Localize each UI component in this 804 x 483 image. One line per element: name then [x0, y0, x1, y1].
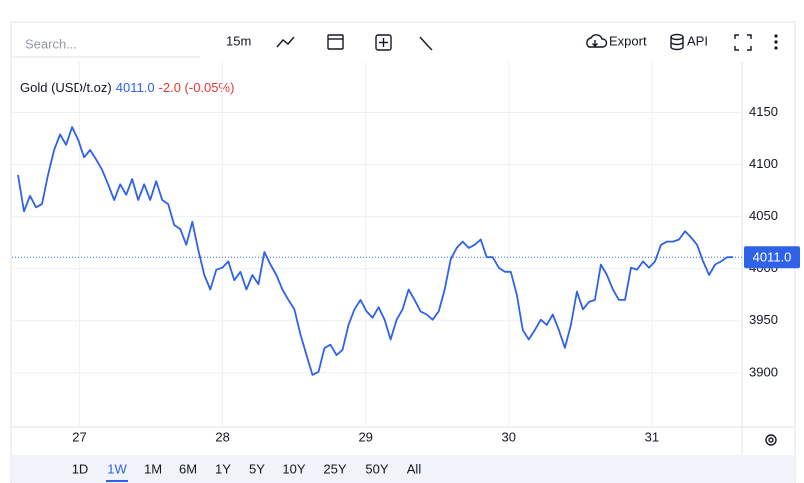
- range-button[interactable]: 1M: [144, 461, 162, 476]
- export-button[interactable]: Export: [609, 33, 647, 48]
- legend-change: -2.0 (-0.05%): [159, 80, 235, 95]
- fullscreen-icon[interactable]: [734, 34, 752, 51]
- price-line: [17, 126, 734, 376]
- x-tick-label: 27: [72, 429, 86, 444]
- export-icon[interactable]: [586, 34, 608, 48]
- settings-icon[interactable]: [765, 434, 777, 446]
- last-price-label: 4011.0: [753, 250, 792, 265]
- range-button[interactable]: 1Y: [215, 461, 231, 476]
- tools-icon[interactable]: [419, 36, 433, 51]
- interval-button[interactable]: 15m: [226, 33, 251, 48]
- x-tick-label: 29: [358, 429, 372, 444]
- legend-name: Gold (USD/t.oz) 4011.0 -2.0 (-0.05%): [20, 80, 234, 95]
- add-icon[interactable]: [375, 34, 392, 51]
- search-input[interactable]: Search...: [25, 36, 77, 51]
- y-tick-label: 3950: [749, 312, 778, 327]
- last-price-box: [744, 246, 800, 269]
- api-button[interactable]: API: [687, 33, 708, 48]
- legend-price: 4011.0: [116, 80, 155, 95]
- y-tick-label: 4150: [749, 104, 778, 119]
- range-button[interactable]: All: [407, 461, 422, 476]
- x-tick-label: 31: [645, 429, 659, 444]
- range-button[interactable]: 6M: [179, 461, 197, 476]
- y-tick-label: 3900: [749, 364, 778, 379]
- range-button[interactable]: 1D: [72, 461, 89, 476]
- x-tick-label: 30: [502, 429, 516, 444]
- api-icon[interactable]: [670, 33, 684, 51]
- range-button[interactable]: 1W: [107, 461, 127, 476]
- range-button[interactable]: 25Y: [323, 461, 346, 476]
- y-tick-label: 4050: [749, 208, 778, 223]
- frame: [10, 21, 796, 483]
- menu-icon[interactable]: [774, 34, 778, 50]
- calendar-icon[interactable]: [327, 34, 344, 50]
- x-tick-label: 28: [215, 429, 229, 444]
- chart-type-icon[interactable]: [276, 36, 295, 48]
- legend-series: Gold (USD/t.oz): [20, 80, 112, 95]
- range-bar: [12, 455, 794, 483]
- y-tick-label: 4100: [749, 156, 778, 171]
- range-button[interactable]: 50Y: [365, 461, 388, 476]
- range-button[interactable]: 10Y: [282, 461, 305, 476]
- range-button[interactable]: 5Y: [249, 461, 265, 476]
